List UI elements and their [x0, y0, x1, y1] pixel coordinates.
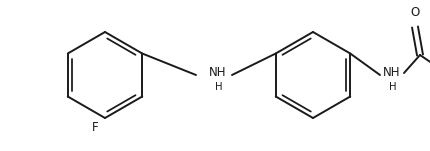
Text: O: O — [409, 6, 419, 19]
Text: F: F — [92, 121, 99, 134]
Text: H: H — [215, 82, 222, 92]
Text: NH: NH — [382, 66, 400, 79]
Text: NH: NH — [209, 66, 226, 79]
Text: H: H — [388, 82, 396, 92]
